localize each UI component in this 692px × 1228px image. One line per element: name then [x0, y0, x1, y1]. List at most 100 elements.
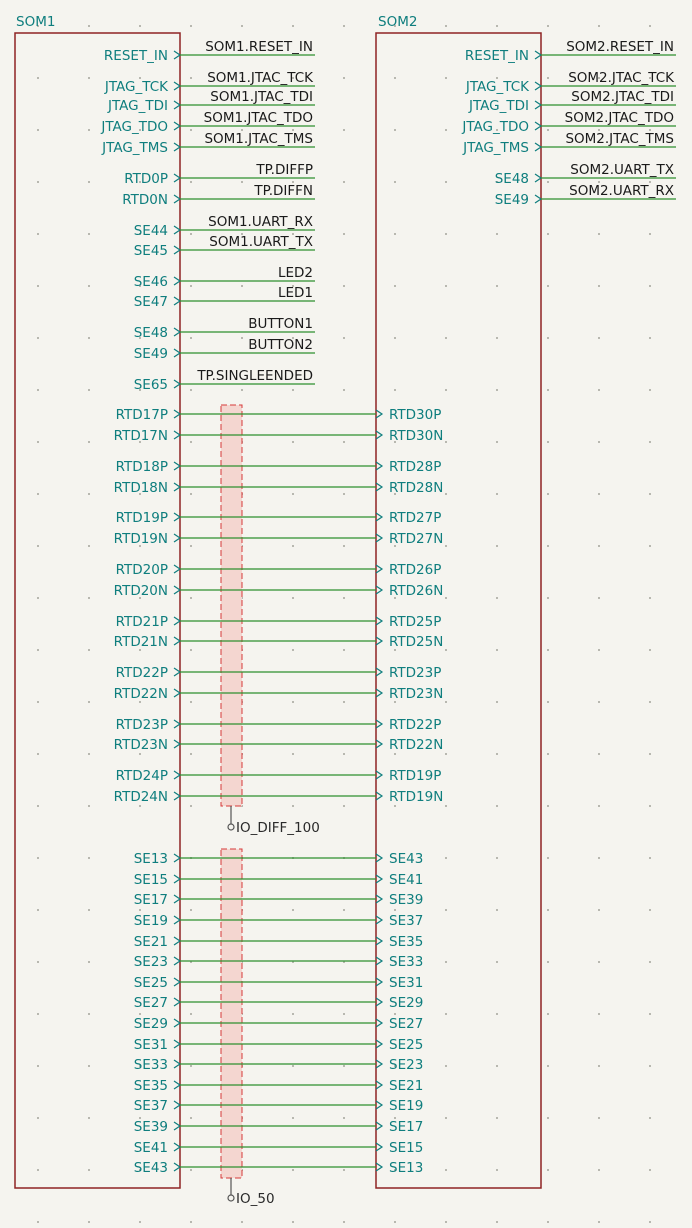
- som1-pin-marker[interactable]: [173, 461, 181, 471]
- som1-pin-marker[interactable]: [173, 1142, 181, 1152]
- som2-pin-marker[interactable]: [375, 739, 384, 749]
- som2-pin-marker[interactable]: [375, 616, 384, 626]
- net-label[interactable]: SOM1.JTAC_TMS: [204, 131, 313, 147]
- som2-pin-marker[interactable]: [375, 1142, 384, 1152]
- som2-pin-marker[interactable]: [375, 997, 384, 1007]
- som1-pin-marker[interactable]: [173, 915, 181, 925]
- som2-pin-marker[interactable]: [375, 936, 384, 946]
- som1-pin-marker[interactable]: [173, 894, 181, 904]
- som1-pin-marker[interactable]: [173, 533, 181, 543]
- net-label[interactable]: TP.DIFFN: [253, 183, 313, 199]
- som1-pin-marker[interactable]: [173, 194, 181, 204]
- som1-pin-marker[interactable]: [173, 245, 181, 255]
- som2-pin-marker[interactable]: [375, 977, 384, 987]
- som1-pin-marker[interactable]: [173, 936, 181, 946]
- som1-pin-marker[interactable]: [173, 739, 181, 749]
- som2-pin-marker[interactable]: [375, 719, 384, 729]
- net-label[interactable]: LED2: [278, 265, 313, 281]
- som2-pin-marker[interactable]: [375, 564, 384, 574]
- som2-pin-marker[interactable]: [375, 791, 384, 801]
- som2-pin-marker[interactable]: [375, 688, 384, 698]
- net-label[interactable]: SOM2.JTAC_TDO: [565, 110, 674, 126]
- som1-refdes[interactable]: SOM1: [16, 14, 55, 30]
- net-label[interactable]: SOM1.RESET_IN: [205, 39, 313, 55]
- som1-pin-marker[interactable]: [173, 956, 181, 966]
- som1-pin-marker[interactable]: [173, 348, 181, 358]
- som2-pin-marker[interactable]: [375, 1080, 384, 1090]
- net-label[interactable]: SOM1.JTAC_TCK: [207, 70, 314, 86]
- som2-pin-marker[interactable]: [375, 1121, 384, 1131]
- som1-pin-marker[interactable]: [173, 616, 181, 626]
- som2-pin-marker[interactable]: [375, 1039, 384, 1049]
- som1-pin-marker[interactable]: [173, 1059, 181, 1069]
- som1-pin-marker[interactable]: [173, 1121, 181, 1131]
- net-label[interactable]: BUTTON1: [248, 316, 313, 332]
- net-label[interactable]: SOM1.UART_RX: [208, 214, 313, 230]
- som1-pin-marker[interactable]: [173, 173, 181, 183]
- som1-pin-marker[interactable]: [173, 770, 181, 780]
- som1-pin-marker[interactable]: [173, 791, 181, 801]
- netclass-io-50-flag[interactable]: [227, 1194, 235, 1202]
- som2-pin-marker[interactable]: [375, 512, 384, 522]
- som1-pin-marker[interactable]: [173, 409, 181, 419]
- som2-pin-marker[interactable]: [375, 636, 384, 646]
- som2-pin-marker[interactable]: [375, 482, 384, 492]
- net-label[interactable]: SOM1.UART_TX: [209, 234, 313, 250]
- som2-pin-marker[interactable]: [375, 409, 384, 419]
- som2-pin-marker[interactable]: [534, 173, 542, 183]
- som2-pin-marker[interactable]: [375, 770, 384, 780]
- som2-pin-marker[interactable]: [375, 585, 384, 595]
- som1-pin-marker[interactable]: [173, 100, 181, 110]
- som2-pin-marker[interactable]: [375, 533, 384, 543]
- som1-pin-marker[interactable]: [173, 1080, 181, 1090]
- netclass-io-diff-100-flag[interactable]: [227, 823, 235, 831]
- som2-pin-marker[interactable]: [375, 853, 384, 863]
- som2-pin-marker[interactable]: [375, 915, 384, 925]
- net-label[interactable]: LED1: [278, 285, 313, 301]
- net-label[interactable]: SOM2.JTAC_TCK: [568, 70, 675, 86]
- som2-pin-marker[interactable]: [375, 1162, 384, 1172]
- som1-pin-marker[interactable]: [173, 142, 181, 152]
- net-label[interactable]: SOM2.UART_RX: [569, 183, 674, 199]
- net-label[interactable]: BUTTON2: [248, 337, 313, 353]
- som2-refdes[interactable]: SOM2: [378, 14, 417, 30]
- som1-pin-marker[interactable]: [173, 719, 181, 729]
- som2-pin-marker[interactable]: [534, 121, 542, 131]
- som1-pin-marker[interactable]: [173, 296, 181, 306]
- net-label[interactable]: SOM2.UART_TX: [570, 162, 674, 178]
- som1-pin-marker[interactable]: [173, 482, 181, 492]
- net-label[interactable]: SOM1.JTAC_TDO: [204, 110, 313, 126]
- som1-pin-marker[interactable]: [173, 688, 181, 698]
- net-label[interactable]: TP.SINGLEENDED: [196, 368, 313, 384]
- net-label[interactable]: SOM2.RESET_IN: [566, 39, 674, 55]
- som1-pin-marker[interactable]: [173, 997, 181, 1007]
- som1-pin-marker[interactable]: [173, 379, 181, 389]
- som2-pin-marker[interactable]: [534, 81, 542, 91]
- net-label[interactable]: SOM2.JTAC_TMS: [565, 131, 674, 147]
- som2-pin-marker[interactable]: [534, 100, 542, 110]
- net-label[interactable]: SOM1.JTAC_TDI: [210, 89, 313, 105]
- netclass-io-diff-100-label[interactable]: IO_DIFF_100: [236, 820, 320, 836]
- netclass-io-diff-100-box[interactable]: [220, 404, 243, 807]
- som1-pin-marker[interactable]: [173, 874, 181, 884]
- som2-pin-marker[interactable]: [534, 142, 542, 152]
- som2-pin-marker[interactable]: [534, 50, 542, 60]
- net-label[interactable]: SOM2.JTAC_TDI: [571, 89, 674, 105]
- netclass-io-50-label[interactable]: IO_50: [236, 1191, 275, 1207]
- som1-pin-marker[interactable]: [173, 225, 181, 235]
- som1-pin-marker[interactable]: [173, 585, 181, 595]
- som1-pin-marker[interactable]: [173, 50, 181, 60]
- som1-pin-marker[interactable]: [173, 327, 181, 337]
- som1-pin-marker[interactable]: [173, 512, 181, 522]
- som2-pin-marker[interactable]: [375, 1018, 384, 1028]
- som1-pin-marker[interactable]: [173, 1018, 181, 1028]
- som1-pin-marker[interactable]: [173, 977, 181, 987]
- som2-pin-marker[interactable]: [375, 430, 384, 440]
- som2-pin-marker[interactable]: [375, 1059, 384, 1069]
- som2-pin-marker[interactable]: [534, 194, 542, 204]
- som1-pin-marker[interactable]: [173, 81, 181, 91]
- som2-pin-marker[interactable]: [375, 667, 384, 677]
- som1-pin-marker[interactable]: [173, 636, 181, 646]
- som1-pin-marker[interactable]: [173, 276, 181, 286]
- som2-symbol-body[interactable]: [375, 32, 542, 1189]
